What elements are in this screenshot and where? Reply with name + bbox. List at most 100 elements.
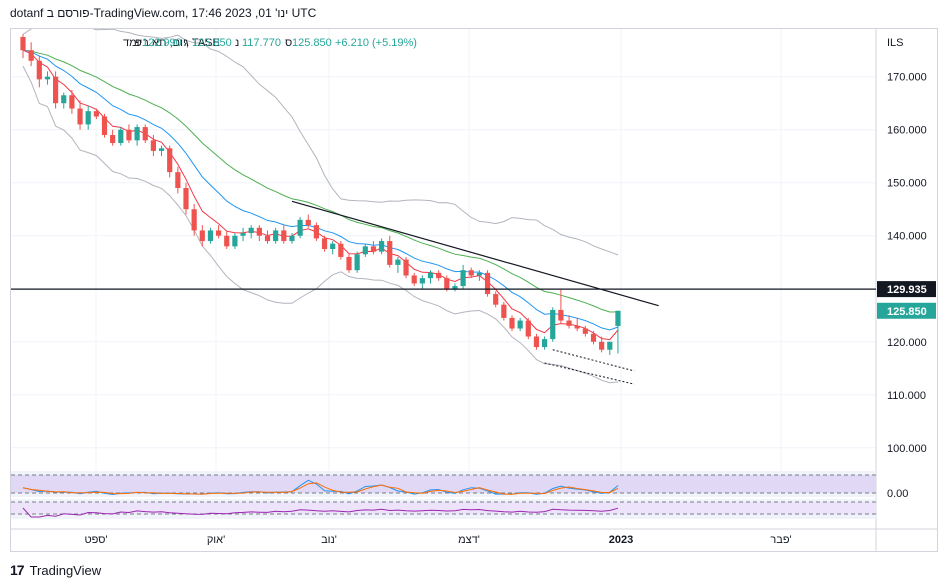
candle-body — [28, 50, 34, 61]
candle — [403, 256, 409, 279]
ema-fast-line — [22, 49, 619, 341]
currency-label: ILS — [887, 37, 904, 49]
candle-body — [297, 219, 303, 236]
candle — [379, 238, 385, 255]
candle — [411, 272, 417, 287]
candle — [509, 315, 515, 332]
candle — [566, 315, 572, 329]
candle — [28, 42, 34, 67]
candle-body — [493, 294, 499, 305]
ema-slow-line — [22, 49, 619, 313]
stoch-band — [11, 475, 876, 493]
candle-body — [395, 259, 401, 265]
candle-body — [118, 129, 124, 143]
candle-body — [85, 111, 91, 125]
candle — [289, 233, 295, 244]
price-tick-label: 140.000 — [887, 231, 927, 243]
price-chart[interactable]: ILS100.000110.000120.000130.000140.00015… — [11, 29, 937, 551]
candle — [183, 182, 189, 215]
last-price-tag-label: 125.850 — [887, 306, 927, 318]
candle-body — [403, 259, 409, 276]
candle — [501, 302, 507, 321]
candle-body — [61, 95, 67, 104]
candle — [468, 267, 474, 279]
candle-body — [20, 36, 26, 51]
candle-body — [444, 278, 450, 289]
candle — [542, 336, 548, 350]
candle-body — [110, 135, 116, 143]
candle — [232, 233, 238, 249]
candle-body — [346, 256, 352, 271]
candle-body — [150, 140, 156, 151]
grid — [11, 29, 937, 551]
candle-body — [191, 209, 197, 231]
candle — [476, 270, 482, 281]
oscillator-panes — [11, 471, 876, 519]
ema-mid-line — [22, 49, 619, 331]
candle-body — [501, 304, 507, 318]
chart-area[interactable]: ILS100.000110.000120.000130.000140.00015… — [10, 28, 938, 552]
candle — [533, 333, 540, 350]
candle — [354, 251, 360, 273]
candle — [550, 307, 556, 342]
candle-body — [77, 108, 83, 125]
candle-body — [264, 235, 271, 242]
candle-body — [142, 127, 148, 141]
candle-body — [44, 76, 51, 80]
time-axis[interactable]: ספט' אוק' נוב' דצמ' 2023 פבר' — [84, 534, 791, 546]
bollinger-lower — [22, 65, 619, 384]
legend-low-label: נ — [235, 37, 239, 49]
candle — [517, 317, 523, 332]
candle-body — [232, 235, 238, 247]
moving-averages — [22, 49, 619, 341]
candle-body — [566, 320, 572, 326]
candle — [224, 230, 230, 249]
stoch-d-line — [22, 482, 619, 495]
legend-open: 122.990 — [142, 37, 182, 49]
candle-body — [615, 310, 621, 326]
candle-body — [452, 286, 458, 289]
time-tick-label: ספט' — [84, 534, 107, 546]
candle-body — [53, 76, 59, 104]
candle — [590, 331, 597, 345]
candle — [264, 230, 271, 244]
candle — [126, 124, 132, 143]
candle-body — [101, 116, 108, 136]
candle — [346, 254, 352, 273]
price-tick-label: 110.000 — [887, 390, 926, 402]
price-tick-label: 150.000 — [887, 178, 927, 190]
time-tick-label: אוק' — [207, 534, 225, 546]
footer-brand[interactable]: TradingView — [29, 562, 102, 578]
candle — [240, 227, 246, 242]
candle-body — [240, 233, 246, 236]
footer: 17 TradingView — [10, 562, 101, 578]
last-price-tag — [877, 302, 936, 319]
candle — [36, 55, 42, 88]
candle-body — [321, 238, 328, 249]
candle-body — [183, 188, 189, 210]
candle — [370, 241, 377, 255]
candle-body — [199, 230, 205, 242]
candle-body — [607, 341, 613, 350]
candle-body — [460, 270, 466, 287]
time-tick-label: נוב' — [321, 534, 337, 546]
candle — [558, 288, 564, 324]
candle-body — [582, 328, 588, 334]
oscillator-axis-label: 0.00 — [887, 488, 908, 500]
candle — [525, 317, 531, 340]
candle-body — [354, 254, 360, 271]
candle-body — [558, 309, 564, 321]
candle-body — [427, 272, 434, 279]
candle-body — [224, 235, 230, 247]
candle — [273, 227, 279, 244]
candle — [582, 325, 588, 337]
candle — [142, 124, 148, 143]
candle — [77, 100, 83, 130]
bollinger-bands — [22, 29, 619, 384]
candle — [69, 89, 75, 114]
candle-body — [256, 227, 262, 236]
candle — [427, 270, 434, 284]
price-axis[interactable]: ILS100.000110.000120.000130.000140.00015… — [877, 37, 936, 500]
legend-close-label: ס — [285, 37, 292, 49]
candle-body — [305, 219, 311, 226]
